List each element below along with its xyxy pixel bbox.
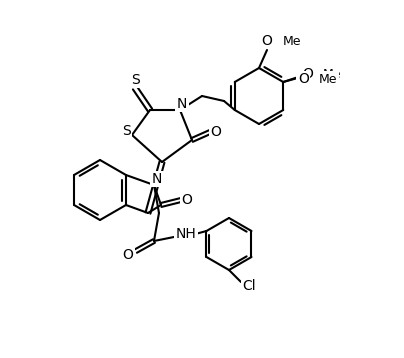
Text: N: N — [152, 172, 162, 186]
Text: O: O — [181, 193, 192, 207]
Text: Me: Me — [323, 68, 342, 81]
Text: Cl: Cl — [242, 279, 256, 293]
Text: N: N — [177, 97, 187, 111]
Text: Me: Me — [319, 73, 338, 86]
Text: O: O — [261, 34, 272, 48]
Text: S: S — [122, 124, 130, 138]
Text: S: S — [130, 73, 139, 87]
Text: NH: NH — [176, 227, 196, 241]
Text: Me: Me — [283, 34, 301, 48]
Text: O: O — [210, 125, 221, 139]
Text: O: O — [122, 248, 133, 262]
Text: O: O — [302, 67, 313, 81]
Text: O: O — [298, 72, 309, 86]
